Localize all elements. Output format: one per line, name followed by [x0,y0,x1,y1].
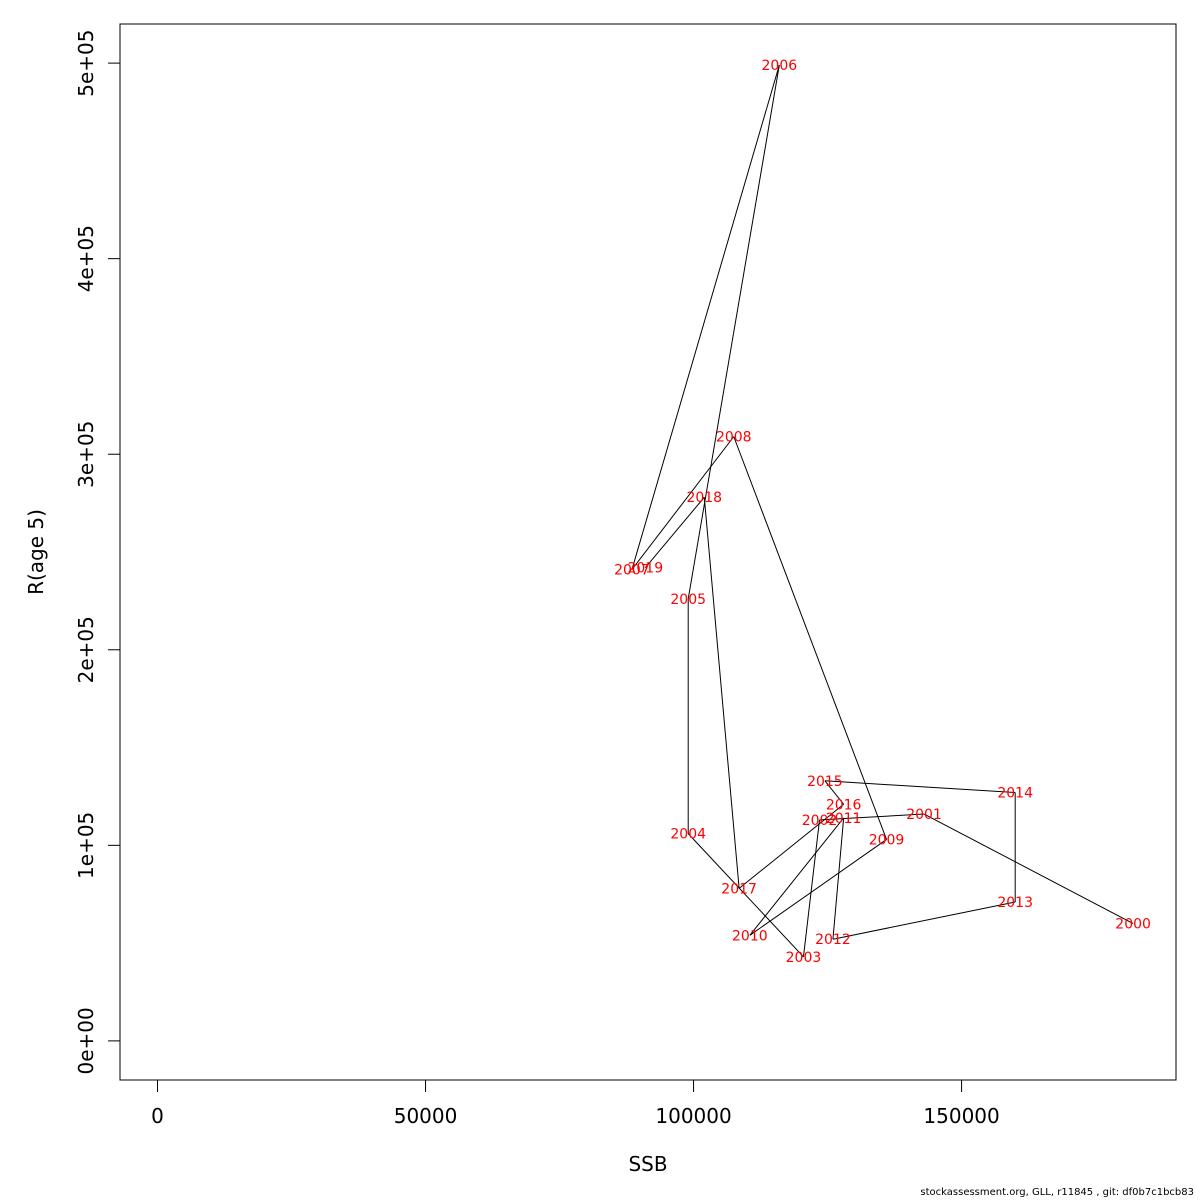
year-label: 2018 [686,490,722,506]
year-label: 2008 [716,430,752,446]
x-tick-label: 0 [151,1104,164,1128]
y-axis-title: R(age 5) [24,509,48,595]
x-tick-label: 100000 [655,1104,731,1128]
year-label: 2001 [906,807,942,823]
year-label: 2009 [869,832,905,848]
trajectory-segment [644,496,705,568]
trajectory-segment [687,833,804,958]
year-label: 2007 [614,563,650,579]
y-tick-label: 0e+00 [74,1007,98,1074]
trajectory-segment [733,436,888,840]
trajectory-segment [738,803,844,889]
y-axis: 0e+00 1e+05 2e+05 3e+05 4e+05 5e+05 [74,29,121,1075]
year-label: 2017 [721,881,757,897]
trajectory-segment [749,817,845,936]
year-label: 2015 [807,774,843,790]
trajectory-segment [832,901,1016,940]
year-label: 2010 [732,928,768,944]
x-tick-label: 50000 [394,1104,458,1128]
y-tick-label: 1e+05 [74,812,98,879]
trajectory-segment [631,64,780,570]
year-label: 2003 [786,950,822,966]
trajectory-segment [819,813,925,821]
year-label: 2005 [670,592,706,608]
trajectory-segment [824,780,845,805]
y-tick-label: 4e+05 [74,225,98,292]
y-tick-label: 3e+05 [74,421,98,488]
year-label: 2004 [670,827,706,843]
year-label: 2019 [627,561,663,577]
year-label: 2002 [802,813,838,829]
y-tick-label: 2e+05 [74,616,98,683]
y-tick-label: 5e+05 [74,29,98,96]
year-label: 2012 [815,932,851,948]
year-label: 2014 [997,786,1033,802]
year-label: 2013 [997,895,1033,911]
year-labels: 2000 2001 2002 2003 2004 2005 2006 2007 2008 2009… [614,58,1151,966]
trajectory-segment [802,819,821,957]
trajectory-segment [631,436,735,570]
trajectory-segment [832,817,845,940]
x-tick-label: 150000 [923,1104,999,1128]
year-label: 2011 [826,811,862,827]
x-axis-title: SSB [628,1152,667,1176]
x-axis: 0 50000 100000 150000 [151,1079,1000,1128]
plot-frame [119,23,1177,1081]
trajectory-segment [703,497,740,889]
year-label: 2006 [762,58,798,74]
trajectory-path [631,64,1134,958]
trajectory-segment [824,780,1016,794]
trajectory-segment [749,839,887,936]
footer-credit: stockassessment.org, GLL, r11845 , git: … [920,1187,1194,1198]
trajectory-segment [687,64,780,600]
year-label: 2000 [1115,917,1151,933]
year-label: 2016 [826,797,862,813]
trajectory-segment [923,813,1134,924]
